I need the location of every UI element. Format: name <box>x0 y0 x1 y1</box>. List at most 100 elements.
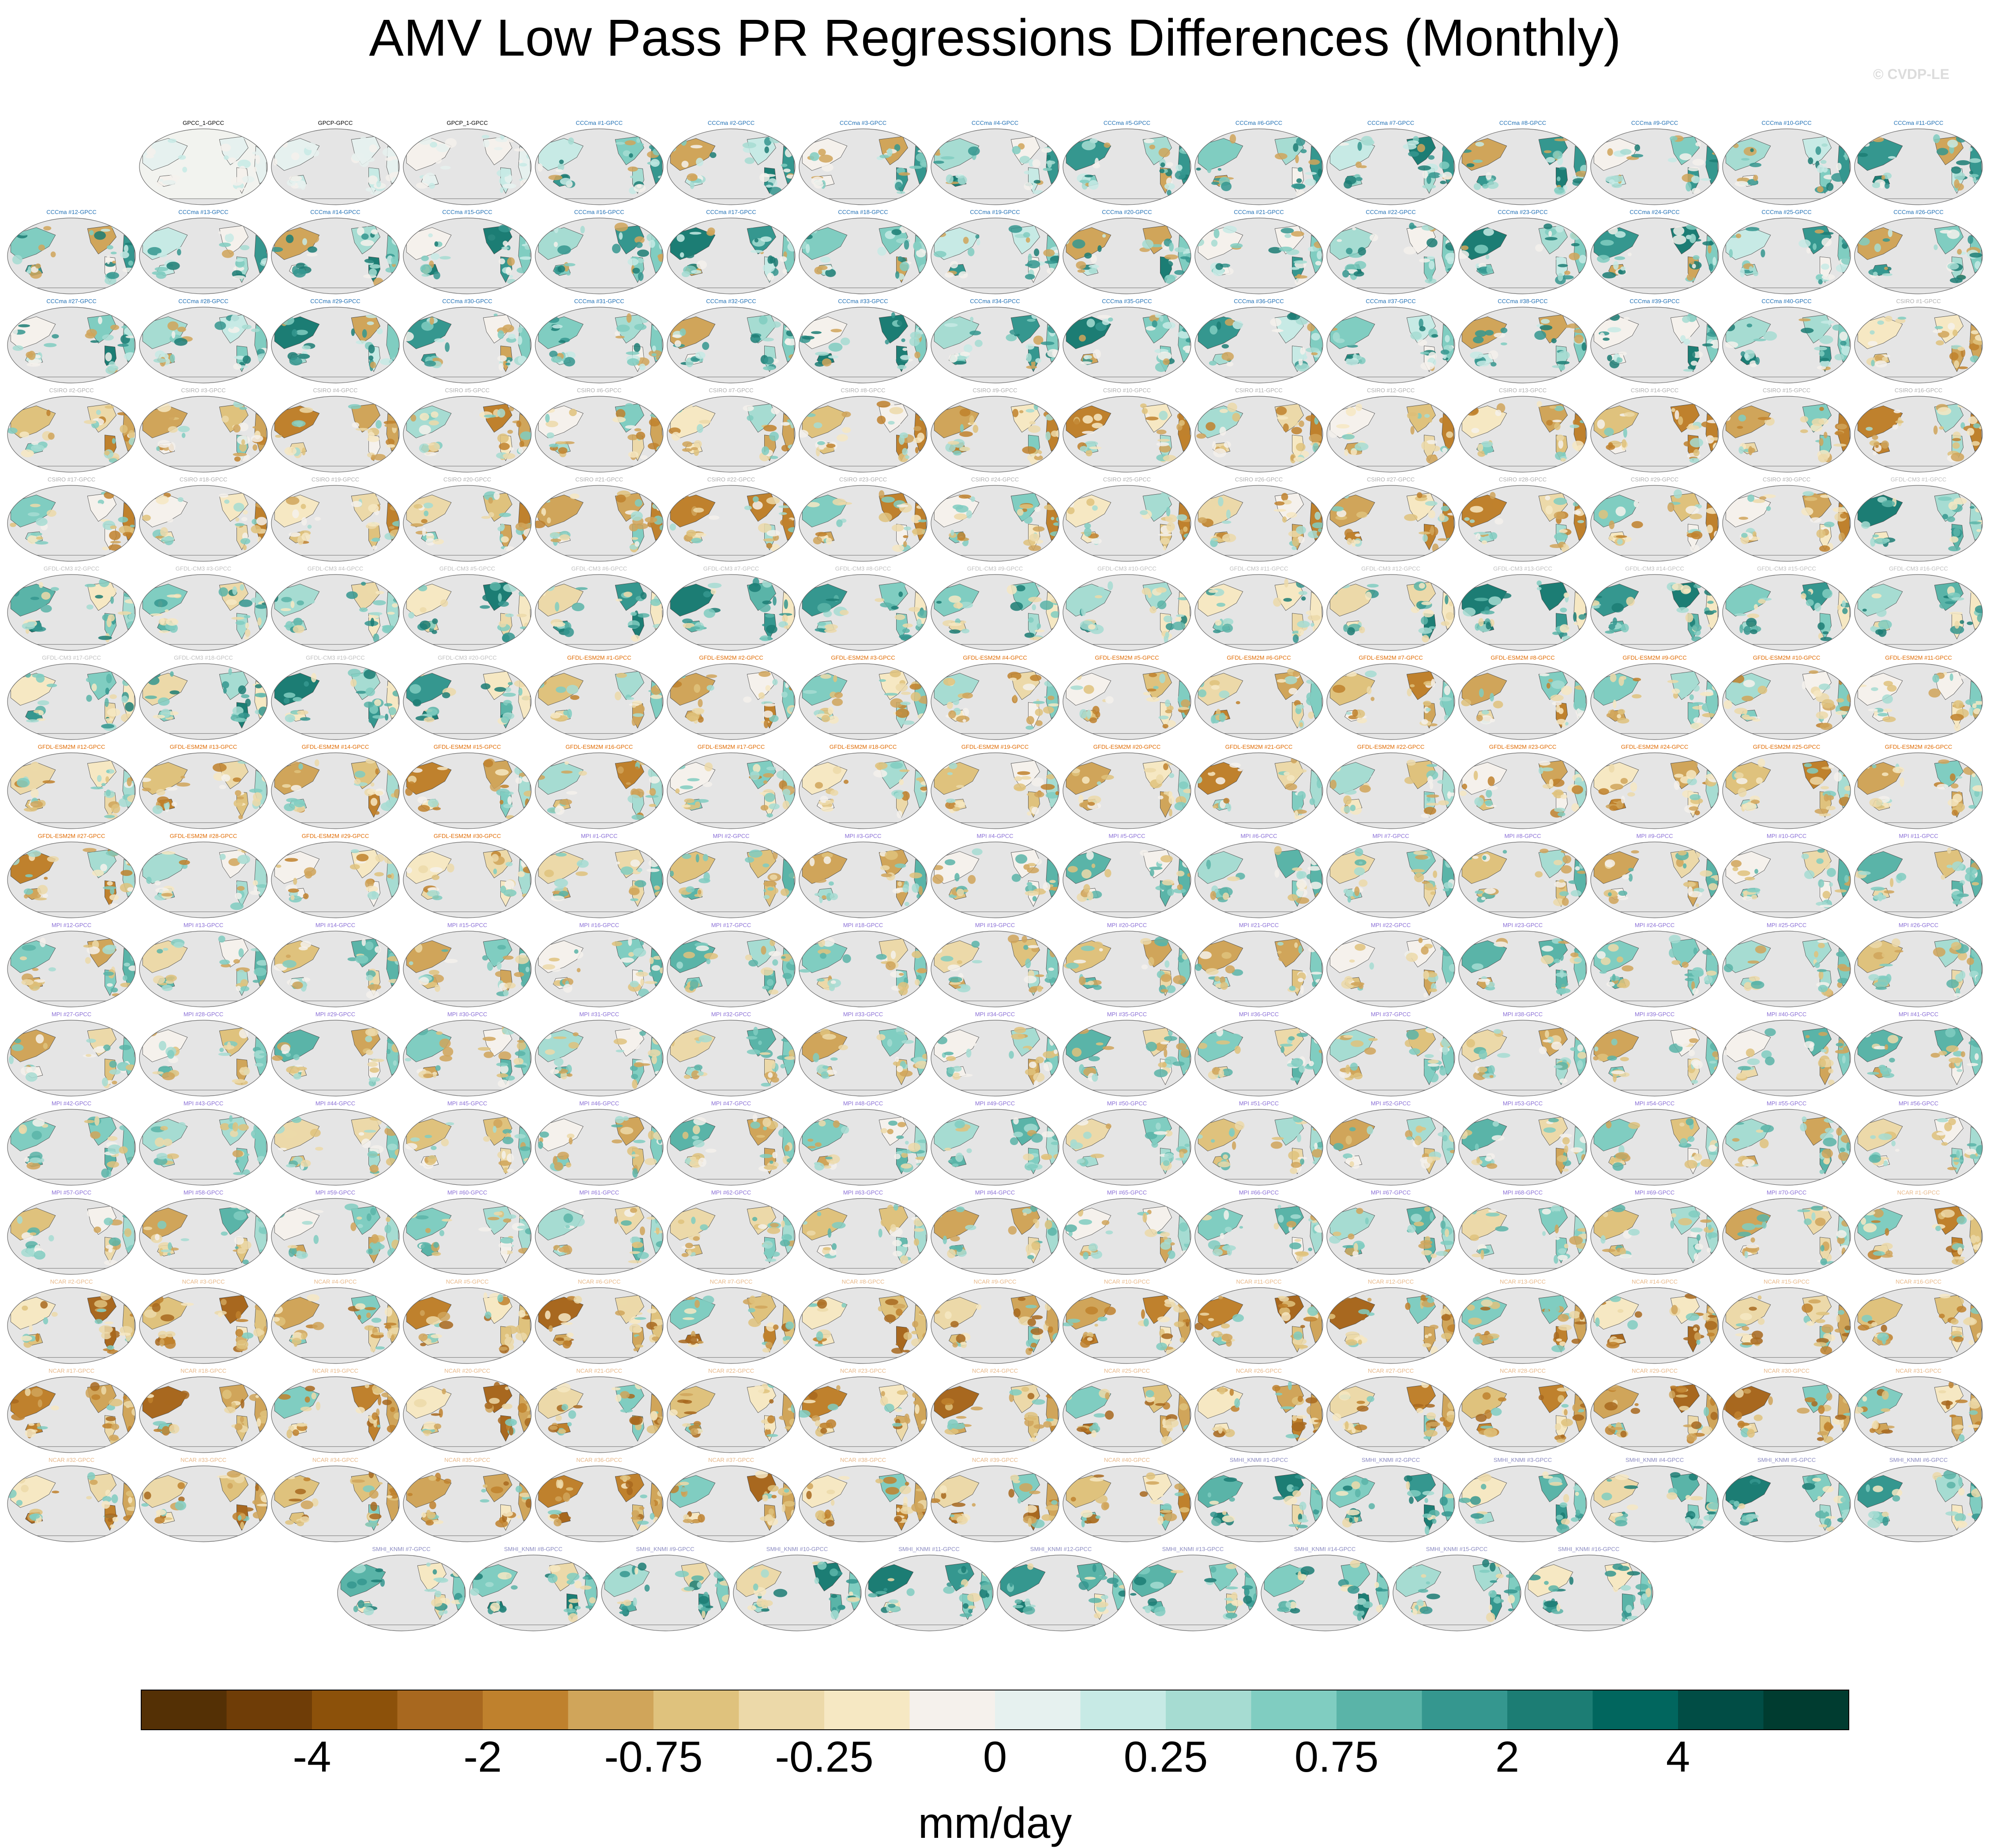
map-cccma-9-gpcc <box>1588 127 1721 207</box>
map-gfdl-cm3-3-gpcc <box>137 573 270 652</box>
map-smhi-knmi-3-gpcc <box>1457 1464 1589 1544</box>
panel-label: MPI #54-GPCC <box>1588 1100 1721 1108</box>
panel-label: MPI #17-GPCC <box>665 921 797 929</box>
panel-label: MPI #42-GPCC <box>5 1100 138 1108</box>
map-panel: NCAR #34-GPCC <box>269 1456 402 1543</box>
colorbar-swatch <box>1337 1690 1422 1730</box>
map-panel: GFDL-CM3 #15-GPCC <box>1720 565 1853 651</box>
panel-label: NCAR #38-GPCC <box>797 1456 929 1464</box>
panel-label: MPI #62-GPCC <box>665 1189 797 1197</box>
map-panel: GPCP_1-GPCC <box>401 119 533 206</box>
map-gfdl-cm3-12-gpcc <box>1325 573 1457 652</box>
map-panel: MPI #59-GPCC <box>269 1189 402 1275</box>
map-panel: NCAR #22-GPCC <box>665 1367 797 1454</box>
panel-label: MPI #39-GPCC <box>1588 1010 1721 1018</box>
panel-label: CSIRO #27-GPCC <box>1325 476 1457 484</box>
panel-label: GFDL-ESM2M #15-GPCC <box>401 743 533 751</box>
map-mpi-16-gpcc <box>533 929 665 1009</box>
colorbar-swatch <box>739 1690 825 1730</box>
map-ncar-22-gpcc <box>665 1375 797 1454</box>
panel-label: NCAR #16-GPCC <box>1852 1278 1985 1286</box>
map-gfdl-esm2m-15-gpcc <box>401 751 533 830</box>
map-panel: GFDL-ESM2M #17-GPCC <box>665 743 797 830</box>
map-gfdl-esm2m-9-gpcc <box>1588 662 1721 741</box>
map-panel: MPI #44-GPCC <box>269 1100 402 1186</box>
map-mpi-14-gpcc <box>269 929 402 1009</box>
panel-label: GFDL-CM3 #9-GPCC <box>929 565 1061 573</box>
map-panel: MPI #65-GPCC <box>1061 1189 1193 1275</box>
map-panel: GFDL-CM3 #20-GPCC <box>401 654 533 740</box>
map-panel: GFDL-ESM2M #4-GPCC <box>929 654 1061 740</box>
map-csiro-11-gpcc <box>1193 394 1325 474</box>
panel-label: CSIRO #6-GPCC <box>533 387 665 394</box>
panel-label: MPI #52-GPCC <box>1325 1100 1457 1108</box>
panel-label: MPI #47-GPCC <box>665 1100 797 1108</box>
map-panel: NCAR #29-GPCC <box>1588 1367 1721 1454</box>
map-csiro-22-gpcc <box>665 484 797 563</box>
map-panel: CSIRO #4-GPCC <box>269 387 402 473</box>
map-panel: NCAR #5-GPCC <box>401 1278 533 1364</box>
map-panel: MPI #19-GPCC <box>929 921 1061 1008</box>
map-cccma-37-gpcc <box>1325 305 1457 385</box>
map-panel: CCCma #21-GPCC <box>1193 208 1325 295</box>
map-ncar-3-gpcc <box>137 1286 270 1365</box>
panel-label: GFDL-ESM2M #13-GPCC <box>137 743 270 751</box>
map-ncar-32-gpcc <box>5 1464 138 1544</box>
map-gfdl-esm2m-3-gpcc <box>797 662 929 741</box>
colorbar-swatch <box>141 1690 227 1730</box>
map-panel: MPI #10-GPCC <box>1720 832 1853 919</box>
map-panel: GFDL-CM3 #17-GPCC <box>5 654 138 740</box>
map-mpi-62-gpcc <box>665 1197 797 1276</box>
map-panel: MPI #54-GPCC <box>1588 1100 1721 1186</box>
panel-label: GFDL-ESM2M #29-GPCC <box>269 832 402 840</box>
map-panel: NCAR #18-GPCC <box>137 1367 270 1454</box>
map-cccma-15-gpcc <box>401 216 533 296</box>
panel-label: CCCma #2-GPCC <box>665 119 797 127</box>
panel-label: CCCma #22-GPCC <box>1325 208 1457 216</box>
panel-label: CSIRO #7-GPCC <box>665 387 797 394</box>
map-gfdl-esm2m-4-gpcc <box>929 662 1061 741</box>
map-smhi-knmi-1-gpcc <box>1193 1464 1325 1544</box>
map-gfdl-cm3-2-gpcc <box>5 573 138 652</box>
panel-label: CCCma #30-GPCC <box>401 297 533 305</box>
map-csiro-13-gpcc <box>1457 394 1589 474</box>
map-ncar-16-gpcc <box>1852 1286 1985 1365</box>
map-panel: MPI #29-GPCC <box>269 1010 402 1097</box>
panel-label: MPI #16-GPCC <box>533 921 665 929</box>
map-cccma-6-gpcc <box>1193 127 1325 207</box>
map-gfdl-esm2m-22-gpcc <box>1325 751 1457 830</box>
map-panel: CSIRO #30-GPCC <box>1720 476 1853 562</box>
map-panel: GFDL-ESM2M #8-GPCC <box>1457 654 1589 740</box>
map-panel: MPI #7-GPCC <box>1325 832 1457 919</box>
map-gfdl-esm2m-6-gpcc <box>1193 662 1325 741</box>
panel-label: NCAR #24-GPCC <box>929 1367 1061 1375</box>
map-panel: GFDL-CM3 #16-GPCC <box>1852 565 1985 651</box>
panel-label: CCCma #33-GPCC <box>797 297 929 305</box>
map-panel: CSIRO #9-GPCC <box>929 387 1061 473</box>
map-panel: NCAR #33-GPCC <box>137 1456 270 1543</box>
panel-label: MPI #31-GPCC <box>533 1010 665 1018</box>
map-gpcp-gpcc <box>269 127 402 207</box>
map-panel: MPI #62-GPCC <box>665 1189 797 1275</box>
map-smhi-knmi-11-gpcc <box>863 1553 995 1633</box>
map-mpi-69-gpcc <box>1588 1197 1721 1276</box>
map-mpi-38-gpcc <box>1457 1018 1589 1098</box>
map-panel: NCAR #40-GPCC <box>1061 1456 1193 1543</box>
map-panel: SMHI_KNMI #5-GPCC <box>1720 1456 1853 1543</box>
colorbar-swatch <box>653 1690 739 1730</box>
map-panel: NCAR #20-GPCC <box>401 1367 533 1454</box>
map-smhi-knmi-12-gpcc <box>995 1553 1127 1633</box>
map-panel: CCCma #36-GPCC <box>1193 297 1325 384</box>
map-mpi-10-gpcc <box>1720 840 1853 920</box>
panel-label: GFDL-ESM2M #10-GPCC <box>1720 654 1853 662</box>
panel-label: NCAR #39-GPCC <box>929 1456 1061 1464</box>
panel-label: NCAR #2-GPCC <box>5 1278 138 1286</box>
map-panel: CCCma #15-GPCC <box>401 208 533 295</box>
panel-label: MPI #2-GPCC <box>665 832 797 840</box>
map-csiro-14-gpcc <box>1588 394 1721 474</box>
map-mpi-45-gpcc <box>401 1108 533 1187</box>
map-panel: GFDL-ESM2M #29-GPCC <box>269 832 402 919</box>
panel-label: SMHI_KNMI #4-GPCC <box>1588 1456 1721 1464</box>
panel-label: GFDL-ESM2M #20-GPCC <box>1061 743 1193 751</box>
panel-label: CCCma #36-GPCC <box>1193 297 1325 305</box>
